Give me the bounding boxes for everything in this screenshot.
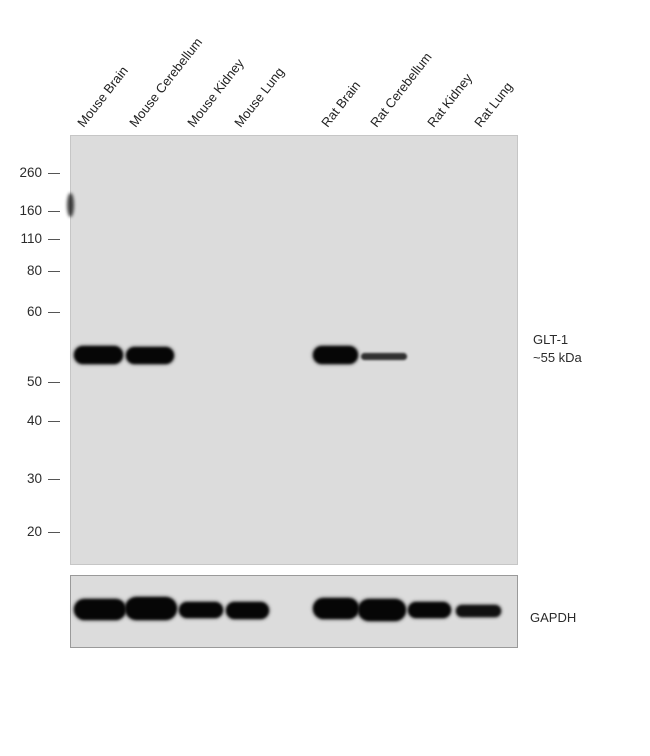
mw-marker-80: 80 [0,264,70,278]
mw-marker-label: 50 [26,374,42,389]
mw-marker-tick [48,211,60,212]
gapdh-band-lane-7 [456,605,501,617]
main-blot-panel [70,135,518,565]
mw-marker-label: 110 [20,231,42,246]
glt1-band-lane-4 [313,346,358,364]
lane-label-7: Rat Lung [471,79,516,130]
mw-marker-60: 60 [0,305,70,319]
mw-marker-110: 110 [0,232,70,246]
mw-marker-tick [48,421,60,422]
target-annotation: GLT-1 ~55 kDa [533,331,582,367]
gapdh-band-lane-6 [408,602,451,618]
target-name-label: GLT-1 [533,332,569,347]
glt1-band-lane-0 [74,346,123,364]
mw-marker-tick [48,382,60,383]
mw-marker-160: 160 [0,204,70,218]
glt1-band-lane-5 [361,353,407,360]
lane-label-0: Mouse Brain [74,63,131,130]
mw-marker-40: 40 [0,414,70,428]
mw-marker-20: 20 [0,525,70,539]
lane-label-6: Rat Kidney [424,70,476,130]
mw-marker-tick [48,479,60,480]
mw-marker-tick [48,173,60,174]
gapdh-band-lane-2 [179,602,223,618]
gapdh-band-lane-4 [313,598,359,619]
mw-marker-tick [48,239,60,240]
target-mw-label: ~55 kDa [533,350,582,365]
gapdh-band-lane-5 [358,599,406,621]
mw-marker-label: 160 [19,203,42,218]
gapdh-band-lane-0 [74,599,126,620]
mw-marker-label: 260 [19,165,42,180]
mw-marker-label: 30 [26,471,42,486]
mw-marker-label: 20 [26,524,42,539]
gapdh-band-lane-1 [125,597,177,620]
mw-marker-tick [48,271,60,272]
mw-marker-label: 40 [26,413,42,428]
mw-marker-label: 80 [26,263,42,278]
lane-label-4: Rat Brain [318,78,364,130]
blot-artifact-0 [67,193,74,217]
glt1-band-lane-1 [126,347,174,364]
mw-marker-30: 30 [0,472,70,486]
mw-marker-260: 260 [0,166,70,180]
mw-marker-50: 50 [0,375,70,389]
gapdh-band-lane-3 [226,602,269,619]
loading-control-label: GAPDH [530,610,577,625]
mw-marker-tick [48,532,60,533]
lane-label-5: Rat Cerebellum [367,49,435,131]
mw-marker-label: 60 [26,304,42,319]
mw-marker-tick [48,312,60,313]
